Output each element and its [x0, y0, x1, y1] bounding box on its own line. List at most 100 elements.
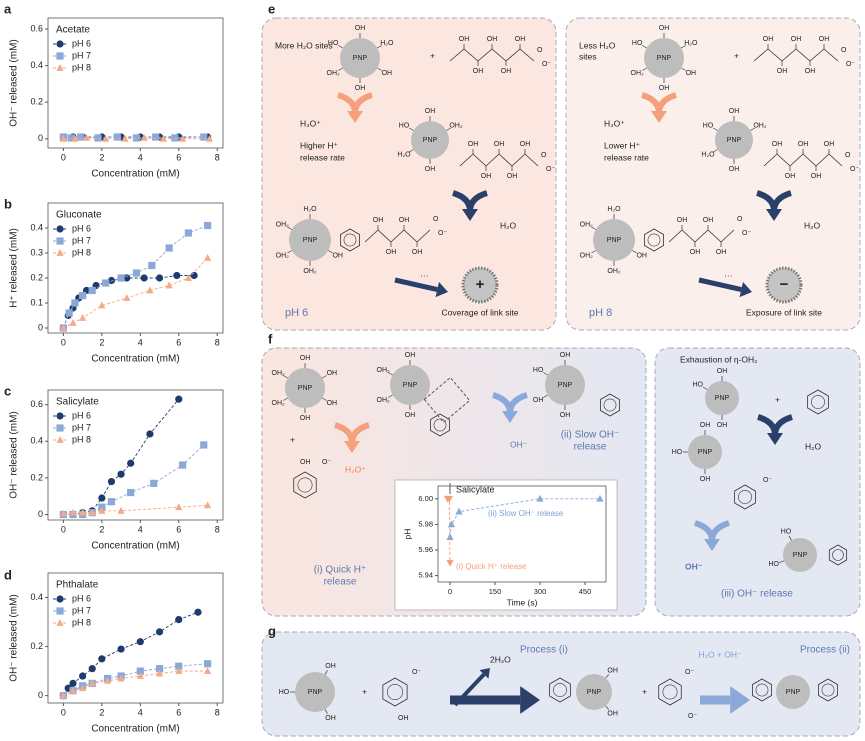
hydroxyl-label: OH: [468, 141, 479, 148]
aromatic-circle: [821, 683, 835, 697]
pnp-label: PNP: [558, 382, 573, 389]
x-tick-label: 6: [176, 524, 181, 534]
x-axis-label: Concentration (mM): [91, 541, 179, 552]
ligand-label: OH₂: [276, 221, 290, 228]
data-point: [82, 133, 91, 141]
x-tick-label: 0: [448, 587, 452, 596]
panel-label: b: [4, 196, 12, 211]
bond: [788, 535, 792, 541]
hydroxyl-label: OH: [487, 36, 498, 43]
data-point: [123, 274, 131, 282]
data-point: [447, 520, 456, 528]
reaction-site: [423, 376, 471, 424]
x-tick-label: 2: [99, 524, 104, 534]
data-point: [155, 665, 164, 673]
data-point: [204, 660, 212, 668]
y-tick-label: 0.2: [30, 97, 43, 107]
benzene-ring: [382, 677, 408, 707]
ligand-label: HO: [693, 381, 704, 388]
reagent: OH⁻: [510, 439, 528, 449]
bond: [605, 674, 610, 679]
data-point: [117, 674, 125, 682]
bond: [338, 67, 343, 71]
x-axis-label: Concentration (mM): [91, 724, 179, 735]
reagent: OH⁻: [685, 561, 703, 571]
arrow-head: [462, 209, 478, 221]
arrow-head: [347, 111, 363, 123]
plus-sign: +: [362, 686, 367, 696]
data-point: [98, 506, 106, 514]
data-point: [446, 533, 454, 541]
ligand-label: H₂O: [684, 40, 698, 47]
pnp-particle: [688, 435, 722, 469]
pnp-particle: [295, 672, 335, 712]
description: release rate: [300, 152, 345, 162]
hydroxyl-label: OH: [805, 68, 816, 75]
legend-label: pH 6: [72, 593, 91, 603]
data-point: [179, 461, 187, 469]
x-tick-label: 0: [61, 707, 66, 717]
bond: [283, 375, 288, 379]
data-point: [123, 294, 131, 301]
pnp-label: PNP: [308, 689, 323, 696]
fork-arrow: [641, 92, 677, 114]
carboxylate-label: O⁻: [850, 166, 859, 173]
x-tick-label: 4: [138, 707, 143, 717]
carboxylate-label: O⁻: [688, 713, 697, 720]
ligand-label: OH: [382, 70, 393, 77]
bond: [409, 149, 414, 153]
data-point: [94, 134, 102, 142]
plot-frame: [47, 17, 224, 149]
arrow-head: [520, 686, 540, 714]
ligand-label: HO: [703, 122, 714, 129]
data-point: [117, 470, 125, 478]
hydroxyl-label: OH: [398, 715, 409, 722]
y-tick-label: 0: [38, 133, 43, 143]
legend-label: pH 8: [72, 62, 91, 72]
benzene-ring: [430, 413, 450, 437]
data-point: [77, 133, 85, 141]
pnp-label: PNP: [353, 55, 368, 62]
bond: [377, 67, 382, 71]
data-point: [179, 134, 187, 142]
data-point: [140, 133, 148, 141]
description: (i) Quick H⁺: [314, 565, 367, 576]
carbon-chain: [668, 229, 735, 243]
hydroxyl-label: OH: [690, 249, 701, 256]
data-point: [152, 133, 160, 141]
reagent: H₂O: [500, 220, 516, 230]
carbonyl-label: O: [845, 152, 851, 159]
data-point: [69, 686, 77, 694]
x-tick-label: 4: [138, 152, 143, 162]
data-point: [190, 271, 198, 280]
pnp-particle: [340, 38, 380, 78]
pnp-particle: [390, 365, 430, 405]
x-tick-label: 8: [215, 152, 220, 162]
bond: [642, 67, 647, 71]
data-point: [536, 494, 544, 502]
x-tick-label: 8: [215, 524, 220, 534]
bond: [388, 394, 393, 398]
ligand-label: OH₂: [272, 370, 286, 377]
pnp-particle: [715, 121, 753, 159]
description: Lower H⁺: [604, 140, 641, 150]
ligand-label: HO: [781, 528, 792, 535]
hydroxyl-label: OH: [777, 68, 788, 75]
ligand-label: OH: [405, 352, 416, 359]
benzene-ring: [734, 484, 756, 510]
ligand-label: OH: [729, 166, 740, 173]
data-point: [175, 395, 183, 403]
aromatic-circle: [297, 477, 313, 493]
panel-e-right-box: [565, 17, 861, 331]
description: (ii) Slow OH⁻: [561, 430, 620, 441]
x-tick-label: 150: [489, 587, 502, 596]
description: Less H₂O: [579, 40, 616, 50]
data-point: [127, 488, 135, 497]
series-line: [63, 663, 208, 697]
plus-sign: +: [642, 686, 647, 696]
carbonyl-label: O: [541, 152, 547, 159]
ligand-label: OH: [325, 663, 336, 670]
y-tick-label: 0: [38, 509, 43, 519]
arrow-head: [651, 111, 667, 123]
hydroxyl-label: OH: [798, 141, 809, 148]
